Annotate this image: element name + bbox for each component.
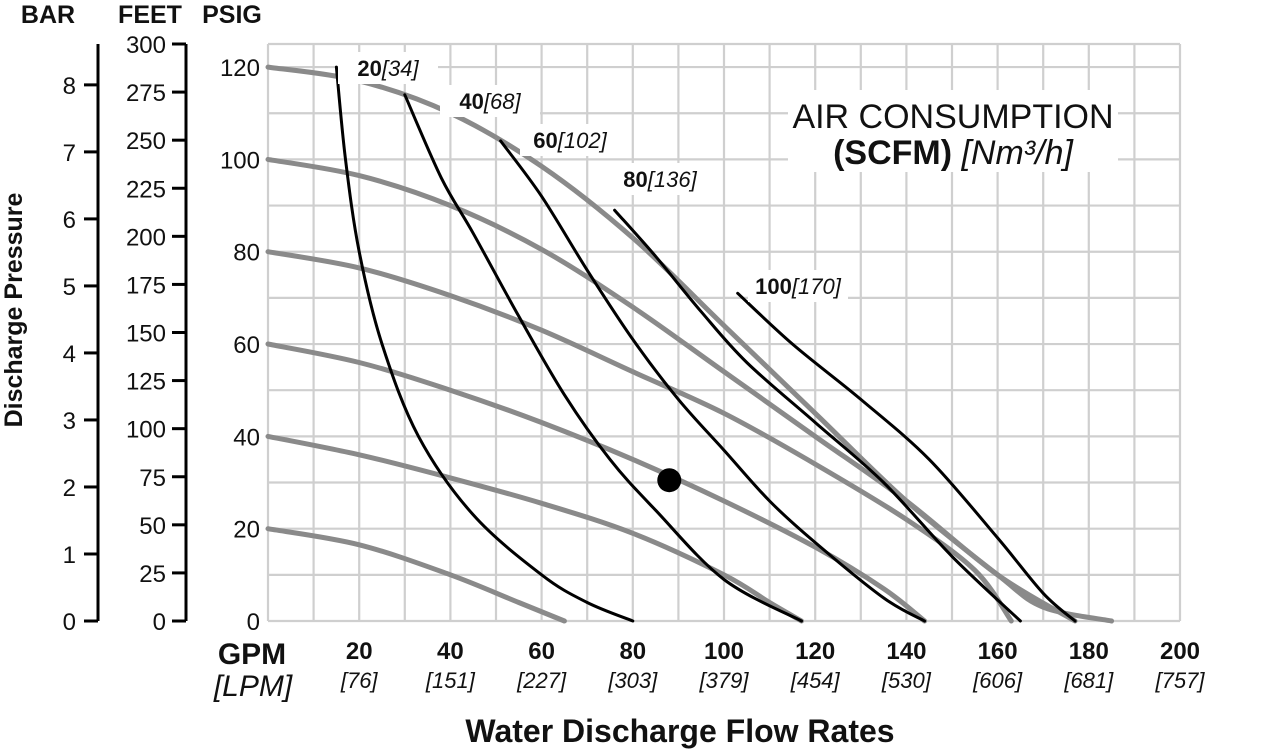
feet-tick-label: 225 — [126, 176, 166, 203]
x-tick-sublabel: [530] — [881, 668, 932, 693]
bar-tick-label: 2 — [63, 475, 76, 502]
feet-tick-label: 50 — [139, 513, 166, 540]
x-tick-sublabel: [757] — [1155, 668, 1206, 693]
air-label-italic: [170] — [791, 274, 842, 299]
air-label-bg-60 — [520, 124, 620, 156]
performance-curve-40psig — [265, 433, 804, 624]
air-label-bold: 20 — [357, 56, 381, 81]
air-label-80: 80[136] — [623, 167, 697, 192]
air-consumption-curves — [334, 65, 1077, 623]
x-tick-sublabel: [606] — [972, 668, 1023, 693]
x-tick-sublabel: [681] — [1063, 668, 1114, 693]
feet-tick-label: 250 — [126, 128, 166, 155]
performance-curve-60psig — [265, 341, 928, 624]
operating-point — [657, 468, 682, 493]
x-tick-sublabel: [227] — [516, 668, 567, 693]
bar-tick-label: 5 — [63, 274, 76, 301]
bar-tick-label: 3 — [63, 408, 76, 435]
feet-axis-header: FEET — [118, 1, 182, 29]
feet-tick-label: 200 — [126, 224, 166, 251]
psig-tick-label: 40 — [233, 424, 260, 451]
feet-tick-label: 275 — [126, 80, 166, 107]
x-tick-sublabel: [379] — [699, 668, 750, 693]
psig-tick-label: 100 — [220, 147, 260, 174]
psig-tick-label: 60 — [233, 332, 260, 359]
chart-marks: 20[34] 40[68] 60[102] 80[136] 100[170] — [338, 52, 848, 493]
air-label-bold: 40 — [459, 89, 483, 114]
x-tick-sublabel: [303] — [607, 668, 658, 693]
x-tick-label: 120 — [795, 638, 835, 665]
air-curve-100 — [736, 291, 1077, 623]
x-unit-primary: GPM — [218, 638, 286, 671]
air-label-60: 60[102] — [533, 128, 607, 153]
performance-curve-100psig — [265, 156, 1078, 624]
psig-tick-label: 0 — [247, 609, 260, 636]
chart-title-line2: (SCFM) [Nm³/h] — [833, 134, 1074, 172]
air-label-bold: 60 — [533, 128, 557, 153]
x-tick-label: 200 — [1160, 638, 1200, 665]
x-tick-label: 140 — [886, 638, 926, 665]
air-label-bold: 80 — [623, 167, 647, 192]
air-label-20: 20[34] — [357, 56, 419, 81]
x-tick-sublabel: [454] — [790, 668, 841, 693]
x-tick-label: 180 — [1069, 638, 1109, 665]
x-tick-label: 100 — [704, 638, 744, 665]
feet-tick-label: 25 — [139, 561, 166, 588]
psig-tick-label: 20 — [233, 517, 260, 544]
air-label-bg-80 — [610, 163, 710, 195]
x-unit-secondary: [LPM] — [213, 670, 293, 703]
air-label-bg-40 — [440, 85, 540, 117]
air-curve-60 — [499, 139, 927, 623]
bar-tick-label: 6 — [63, 207, 76, 234]
air-label-italic: [102] — [557, 128, 608, 153]
chart-title: AIR CONSUMPTION — [792, 98, 1113, 136]
psig-tick-label: 120 — [220, 55, 260, 82]
x-tick-label: 80 — [619, 638, 646, 665]
feet-tick-label: 125 — [126, 369, 166, 396]
feet-tick-label: 75 — [139, 465, 166, 492]
psig-tick-label: 80 — [233, 240, 260, 267]
x-tick-label: 60 — [528, 638, 555, 665]
air-label-bold: 100 — [755, 274, 792, 299]
y-axis-title: Discharge Pressure — [0, 192, 28, 427]
air-label-bg-20 — [338, 52, 438, 84]
performance-curves — [265, 64, 1115, 624]
air-label-100: 100[170] — [755, 274, 842, 299]
feet-tick-label: 150 — [126, 321, 166, 348]
air-curve-40 — [403, 93, 803, 623]
feet-tick-label: 175 — [126, 272, 166, 299]
air-label-italic: [68] — [483, 89, 522, 114]
x-tick-label: 160 — [978, 638, 1018, 665]
bar-tick-label: 7 — [63, 140, 76, 167]
x-tick-label: 20 — [346, 638, 373, 665]
feet-tick-label: 300 — [126, 32, 166, 59]
bar-tick-label: 4 — [63, 341, 76, 368]
feet-tick-label: 0 — [153, 609, 166, 636]
air-label-bg-100 — [748, 270, 848, 302]
air-label-italic: [136] — [647, 167, 698, 192]
axes — [84, 42, 188, 623]
bar-tick-label: 1 — [63, 542, 76, 569]
legend-box — [788, 90, 1118, 172]
air-label-40: 40[68] — [459, 89, 521, 114]
title-nm3h: [Nm³/h] — [960, 134, 1074, 172]
air-label-italic: [34] — [381, 56, 420, 81]
psig-axis-header: PSIG — [202, 1, 262, 29]
performance-curve-20psig — [265, 526, 567, 624]
tick-labels: 0204060801001200255075100125150175200225… — [63, 32, 1206, 693]
bar-axis-header: BAR — [21, 1, 75, 29]
feet-tick-label: 100 — [126, 417, 166, 444]
x-axis-title: Water Discharge Flow Rates — [465, 713, 894, 749]
title-scfm: (SCFM) — [833, 134, 952, 172]
x-tick-sublabel: [151] — [425, 668, 476, 693]
performance-curve-80psig — [265, 249, 1014, 624]
air-curve-20 — [334, 65, 635, 623]
air-curve-80 — [613, 208, 1022, 623]
x-tick-sublabel: [76] — [340, 668, 379, 693]
x-tick-label: 40 — [437, 638, 464, 665]
bar-tick-label: 0 — [63, 609, 76, 636]
bar-tick-label: 8 — [63, 73, 76, 100]
